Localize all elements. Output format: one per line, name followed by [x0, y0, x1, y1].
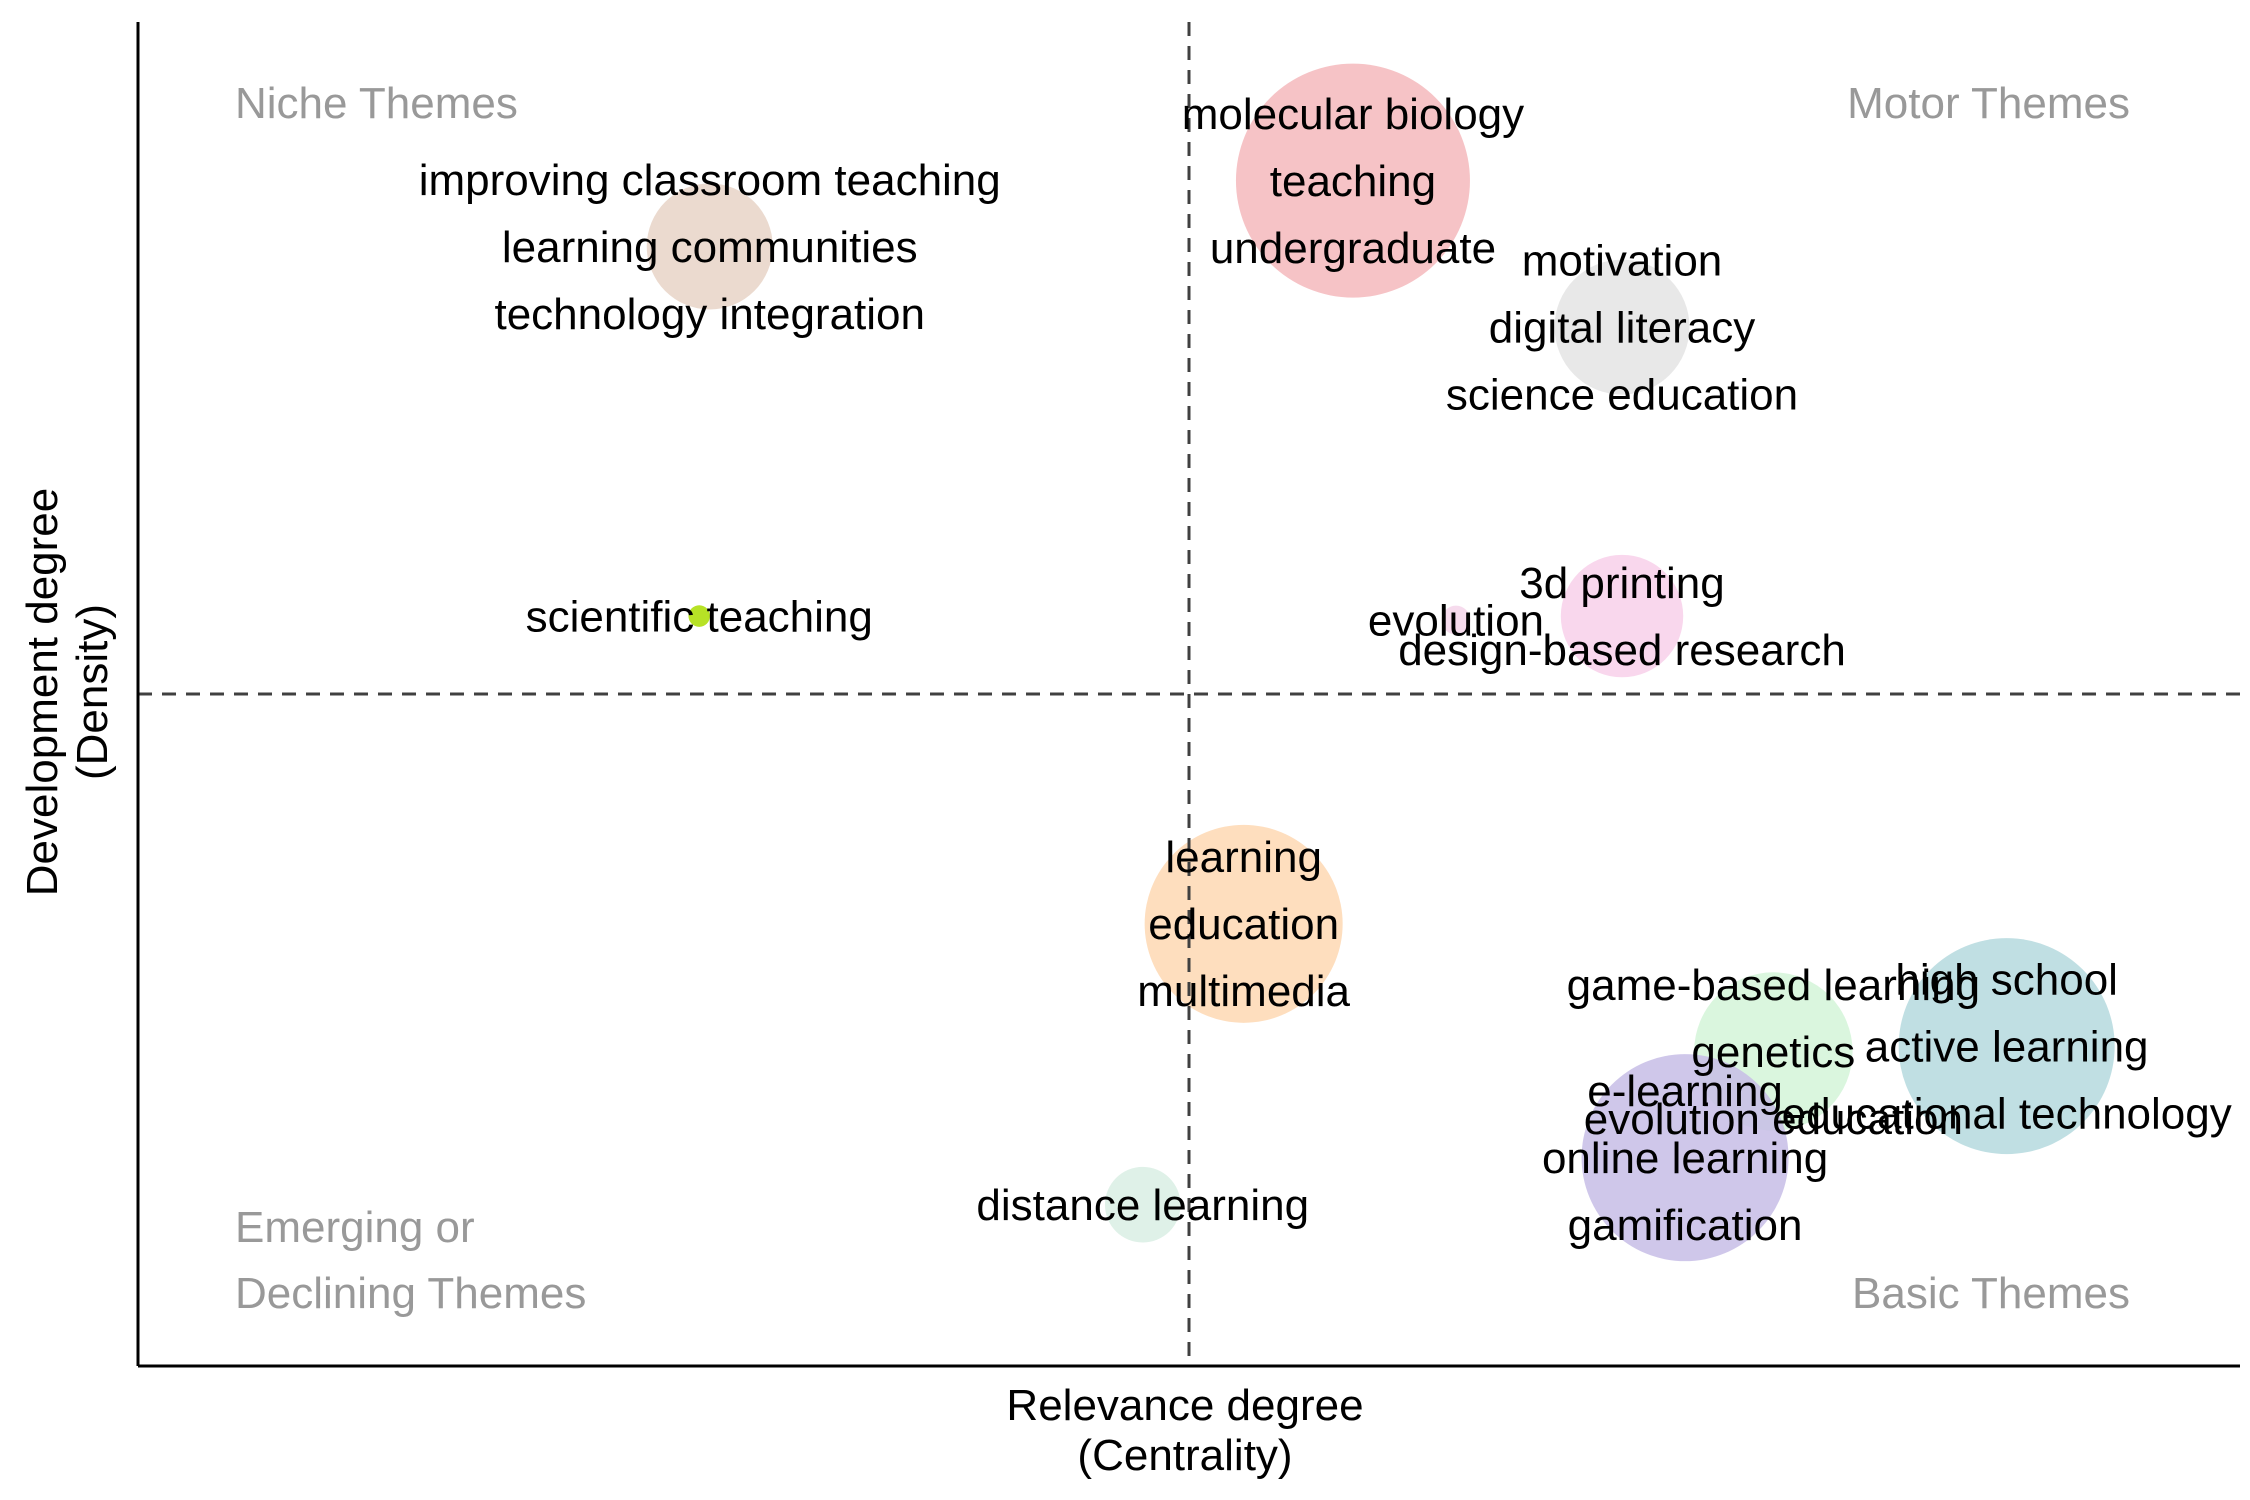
cluster-bubble-4	[1441, 605, 1471, 635]
cluster-label-4-0: evolution	[1368, 596, 1544, 645]
cluster-label-8-2: educational technology	[1782, 1090, 2232, 1139]
cluster-bubble-6	[1144, 824, 1343, 1023]
cluster-bubble-5	[1560, 554, 1684, 678]
cluster-label-2-0: motivation	[1522, 236, 1723, 285]
cluster-bubble-8	[1898, 938, 2115, 1155]
cluster-label-8-1: active learning	[1865, 1023, 2149, 1072]
cluster-label-5-0: 3d printing	[1519, 559, 1724, 608]
cluster-bubble-2	[1554, 259, 1690, 395]
x-axis-title-line-1: Relevance degree	[1006, 1381, 1363, 1430]
cluster-label-9-2: gamification	[1568, 1201, 1803, 1250]
cluster-label-2-1: digital literacy	[1489, 303, 1756, 352]
cluster-label-6-2: multimedia	[1137, 967, 1350, 1016]
cluster-label-10-0: distance learning	[976, 1181, 1309, 1230]
cluster-label-0-0: improving classroom teaching	[419, 156, 1001, 205]
cluster-label-0-2: technology integration	[494, 290, 925, 339]
cluster-bubble-1	[1235, 63, 1470, 298]
cluster-bubble-3	[688, 605, 711, 627]
cluster-label-7-2: evolution education	[1584, 1095, 1963, 1144]
y-axis-title-line-2: (Density)	[68, 604, 117, 780]
cluster-label-7-0: game-based learning	[1567, 961, 1980, 1010]
cluster-label-8-0: high school	[1895, 956, 2118, 1005]
cluster-label-0-1: learning communities	[502, 223, 918, 272]
cluster-bubble-0	[646, 183, 773, 310]
quadrant-label-top-right-0: Motor Themes	[1847, 79, 2130, 128]
cluster-label-6-1: education	[1148, 900, 1339, 949]
y-axis-title-line-1: Development degree	[18, 488, 67, 896]
quadrant-label-bottom-left-1: Declining Themes	[235, 1269, 586, 1318]
cluster-bubble-9	[1581, 1054, 1789, 1262]
cluster-label-9-1: online learning	[1542, 1134, 1828, 1183]
cluster-label-2-2: science education	[1446, 370, 1798, 419]
quadrant-label-bottom-right-0: Basic Themes	[1852, 1269, 2130, 1318]
quadrant-label-layer: Niche Themes Motor Themes Emerging or Decli…	[235, 79, 2130, 1318]
cluster-label-1-2: undergraduate	[1210, 224, 1496, 273]
x-axis-title-line-2: (Centrality)	[1077, 1431, 1292, 1480]
cluster-label-1-1: teaching	[1270, 157, 1436, 206]
cluster-label-7-1: genetics	[1691, 1028, 1855, 1077]
cluster-label-layer: improving classroom teaching learning com…	[419, 90, 2232, 1250]
quadrant-label-bottom-left-0: Emerging or	[235, 1203, 475, 1252]
cluster-bubble-10	[1104, 1166, 1181, 1243]
cluster-label-1-0: molecular biology	[1182, 90, 1524, 139]
cluster-label-6-0: learning	[1165, 833, 1322, 882]
bubble-layer	[646, 63, 2115, 1262]
cluster-label-5-1: design-based research	[1398, 626, 1846, 675]
cluster-label-9-0: e-learning	[1587, 1067, 1783, 1116]
cluster-label-3-0: scientific teaching	[526, 592, 873, 641]
quadrant-label-top-left-0: Niche Themes	[235, 79, 518, 128]
